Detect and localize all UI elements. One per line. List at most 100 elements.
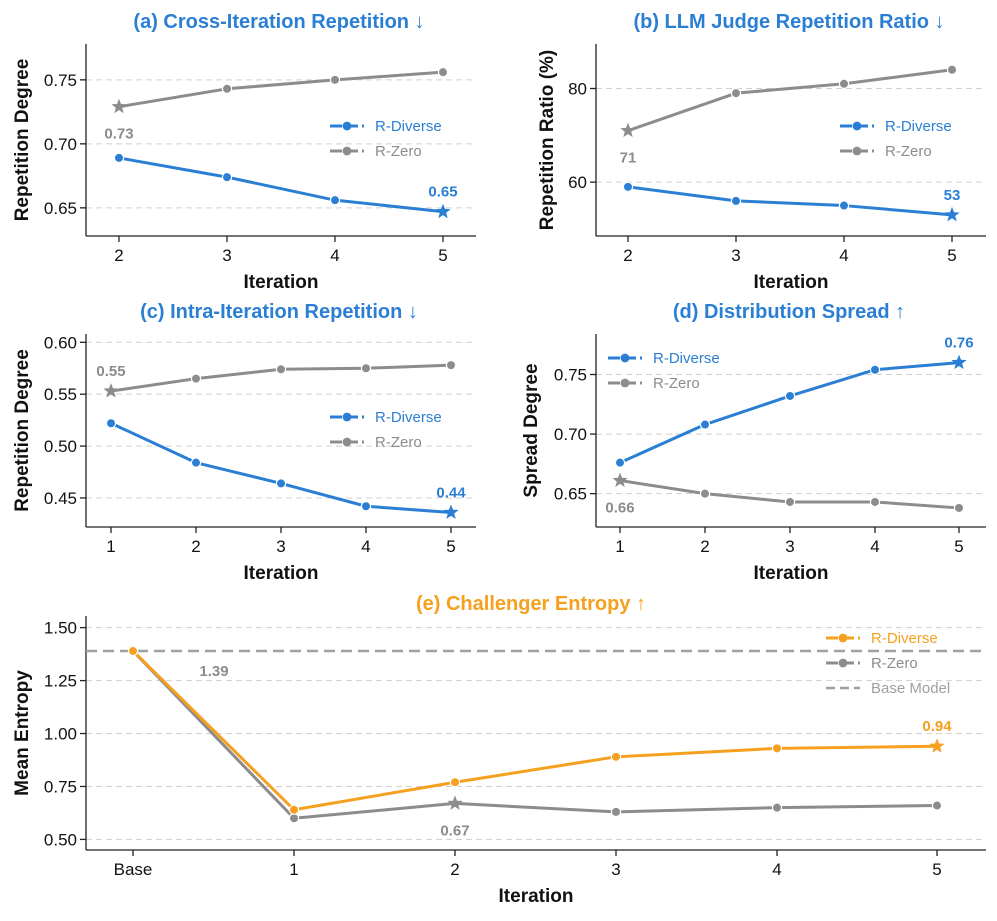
chart-title: (c) Intra-Iteration Repetition ↓	[140, 301, 418, 323]
y-tick-label: 0.45	[44, 489, 77, 508]
chart-title: (d) Distribution Spread ↑	[673, 301, 905, 323]
data-point	[869, 496, 881, 508]
y-axis-label: Mean Entropy	[12, 670, 33, 796]
y-axis-label: Repetition Ratio (%)	[537, 50, 558, 231]
data-point	[190, 457, 202, 468]
data-point	[771, 743, 783, 754]
x-tick-label: 1	[106, 537, 115, 556]
legend-marker	[342, 146, 352, 156]
legend-marker	[852, 146, 862, 156]
x-axis-label: Iteration	[244, 563, 319, 584]
x-tick-label: 4	[772, 860, 781, 879]
y-tick-label: 1.50	[44, 619, 77, 638]
legend: R-Diverse R-Zero	[608, 350, 720, 392]
x-tick-label: 4	[361, 537, 370, 556]
data-point	[288, 813, 300, 824]
legend-label: R-Zero	[871, 655, 918, 672]
data-point	[838, 200, 850, 211]
value-annotation: 0.66	[605, 500, 634, 517]
x-tick-label: 1	[289, 860, 298, 879]
baseline-annotation: 1.39	[199, 663, 228, 680]
value-annotation: 0.94	[922, 718, 952, 735]
chart-panel-a: 0.65 0.70 0.75 2 3 4 5 Iteration Repetition Degr…	[12, 11, 476, 293]
data-point	[610, 806, 622, 818]
chart-title: (b) LLM Judge Repetition Ratio ↓	[633, 11, 944, 33]
chart-panel-d: 0.65 0.70 0.75 1 2 3 4 5 Iteration Spread Degree (…	[521, 301, 986, 584]
legend-marker	[852, 121, 862, 131]
legend-marker	[838, 633, 848, 643]
legend-marker	[342, 437, 352, 447]
data-point-star	[929, 738, 945, 753]
legend-label: Base Model	[871, 680, 950, 697]
x-axis-label: Iteration	[499, 886, 574, 907]
data-point	[288, 804, 300, 815]
value-annotation: 0.76	[944, 335, 973, 352]
legend-label: R-Diverse	[653, 350, 720, 367]
y-tick-label: 0.60	[44, 333, 77, 352]
chart-panel-c: 0.45 0.50 0.55 0.60 1 2 3 4 5 Iteration Repetition…	[12, 301, 476, 584]
x-tick-label: 5	[932, 860, 941, 879]
x-axis-label: Iteration	[754, 563, 829, 584]
series-line-r-diverse	[131, 649, 939, 812]
series-line-r-zero	[131, 649, 939, 820]
x-tick-label: 4	[330, 246, 339, 265]
y-tick-label: 0.75	[44, 777, 77, 796]
x-axis-label: Iteration	[244, 272, 319, 293]
legend-marker	[838, 658, 848, 668]
data-point	[699, 419, 711, 430]
data-point	[127, 645, 139, 657]
data-point	[360, 501, 372, 512]
x-tick-label: 3	[785, 537, 794, 556]
legend-label: R-Zero	[375, 434, 422, 451]
x-tick-label: 3	[222, 246, 231, 265]
data-point	[105, 418, 117, 429]
legend: R-Diverse R-Zero	[330, 118, 442, 160]
data-point-star	[951, 354, 967, 370]
data-point	[275, 364, 287, 375]
data-point	[622, 181, 634, 193]
data-point	[445, 359, 457, 371]
data-point	[449, 777, 461, 788]
value-annotation: 53	[944, 187, 961, 204]
y-tick-label: 1.25	[44, 672, 77, 691]
legend: R-Diverse R-Zero Base Model	[826, 630, 950, 697]
legend-label: R-Zero	[885, 143, 932, 160]
data-point-star	[435, 203, 451, 219]
x-tick-label: 5	[947, 246, 956, 265]
data-point	[437, 66, 449, 78]
value-annotation: 71	[620, 150, 637, 167]
y-axis-label: Spread Degree	[521, 363, 542, 497]
x-tick-label: 5	[446, 537, 455, 556]
x-tick-label: 2	[191, 537, 200, 556]
legend-label: R-Diverse	[375, 409, 442, 426]
series-line-r-diverse	[117, 156, 445, 214]
x-tick-label: 1	[615, 537, 624, 556]
legend-marker	[342, 412, 352, 422]
x-tick-label: 2	[114, 246, 123, 265]
data-point-star	[944, 206, 960, 222]
data-point-star	[612, 472, 628, 487]
y-tick-label: 80	[568, 79, 587, 98]
series-line-r-zero	[117, 70, 445, 109]
y-tick-label: 0.50	[44, 830, 77, 849]
data-point-star	[620, 122, 636, 138]
x-tick-label: 3	[611, 860, 620, 879]
x-tick-label: 3	[731, 246, 740, 265]
y-tick-label: 0.70	[554, 425, 587, 444]
legend-label: R-Diverse	[885, 118, 952, 135]
x-tick-label: Base	[114, 860, 153, 879]
data-point	[614, 457, 626, 468]
y-tick-label: 0.65	[44, 199, 77, 218]
legend: R-Diverse R-Zero	[330, 409, 442, 451]
data-point	[221, 171, 233, 183]
data-point	[190, 373, 202, 384]
x-tick-label: 2	[450, 860, 459, 879]
value-annotation: 0.67	[440, 822, 469, 839]
data-point	[869, 364, 881, 375]
y-tick-label: 0.75	[554, 366, 587, 385]
data-point	[221, 83, 233, 95]
data-point	[113, 152, 125, 164]
y-tick-label: 1.00	[44, 725, 77, 744]
legend-marker	[620, 353, 630, 363]
